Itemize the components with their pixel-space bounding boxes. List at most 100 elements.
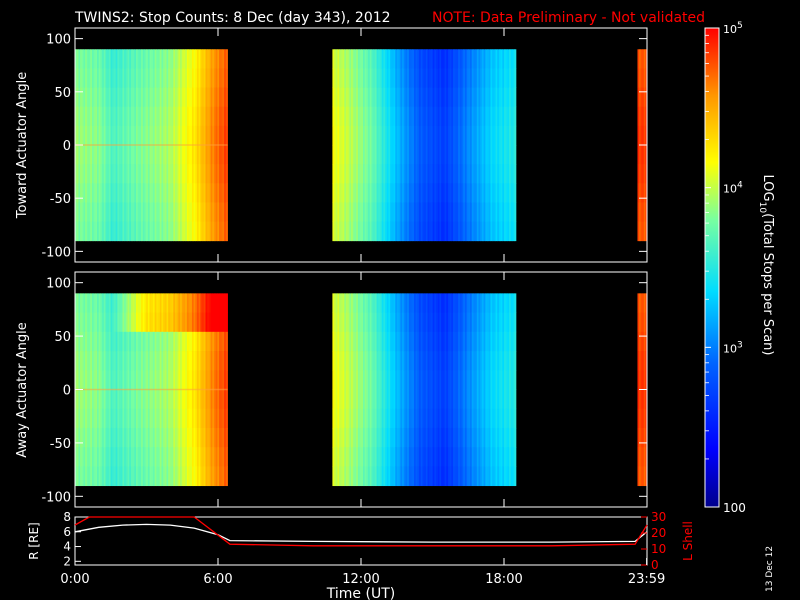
heatmap-cell [393,370,396,390]
heatmap-cell [220,351,223,371]
heatmap-cell [371,351,374,371]
heatmap-cell [413,466,417,487]
heatmap-cell [197,125,200,146]
heatmap-cell [505,408,508,429]
heatmap-cell [93,351,96,371]
heatmap-cell [493,164,496,184]
heatmap-cell [493,202,496,222]
heatmap-cell [379,293,383,313]
heatmap-cell [488,466,491,487]
heatmap-cell [458,427,461,448]
heatmap-cell [444,49,447,69]
heatmap-cell [93,331,96,352]
heatmap-cell [197,466,200,487]
heatmap-cell [334,370,337,390]
heatmap-cell [483,466,486,487]
heatmap-cell [459,389,462,410]
heatmap-cell [437,202,440,222]
heatmap-cell [473,312,476,333]
heatmap-cell [425,106,428,127]
heatmap-cell [417,183,420,203]
heatmap-cell [478,331,481,352]
heatmap-cell [468,293,471,313]
heatmap-cell [475,145,478,165]
heatmap-cell [225,427,228,448]
heatmap-cell [119,351,122,371]
heatmap-cell [185,49,188,69]
heatmap-cell [217,183,220,203]
heatmap-cell [405,370,408,390]
heatmap-cell [225,466,228,487]
heatmap-cell [480,370,483,390]
heatmap-cell [456,145,459,165]
heatmap-cell [449,293,452,313]
heatmap-cell [164,427,167,448]
heatmap-cell [105,68,108,88]
heatmap-cell [487,351,490,371]
heatmap-cell [391,312,394,333]
heatmap-cell [105,427,108,448]
heatmap-cell [198,202,201,222]
heatmap-cell [393,68,396,88]
heatmap-cell [471,447,474,467]
heatmap-cell [442,164,445,184]
heatmap-cell [483,427,486,448]
heatmap-cell [159,427,162,448]
heatmap-cell [122,183,125,203]
heatmap-cell [115,408,118,429]
heatmap-cell [398,183,401,203]
heatmap-cell [144,370,147,390]
heatmap-cell [362,370,366,390]
heatmap-cell [427,68,430,88]
heatmap-cell [376,312,379,333]
heatmap-cell [432,466,435,487]
heatmap-cell [97,164,100,184]
heatmap-cell [83,202,86,222]
heatmap-cell [110,49,113,69]
heatmap-cell [129,49,132,69]
heatmap-cell [419,389,422,410]
heatmap-cell [174,466,178,487]
heatmap-cell [400,183,403,203]
heatmap-cell [144,389,147,410]
heatmap-cell [207,447,210,467]
heatmap-cell [200,408,203,429]
heatmap-cell [383,125,386,146]
heatmap-cell [159,312,162,333]
heatmap-cell [91,125,95,146]
heatmap-cell [422,164,425,184]
heatmap-cell [475,427,478,448]
heatmap-cell [173,312,176,333]
heatmap-cell [366,164,369,184]
heatmap-cell [130,49,134,69]
heatmap-cell [134,389,137,410]
heatmap-cell [362,351,366,371]
heatmap-cell [147,68,150,88]
heatmap-cell [183,408,186,429]
heatmap-cell [427,427,430,448]
heatmap-cell [500,447,503,467]
heatmap-cell [217,221,220,242]
heatmap-cell [191,331,195,352]
heatmap-cell [371,202,374,222]
heatmap-cell [388,202,391,222]
heatmap-cell [427,145,430,165]
heatmap-cell [190,370,193,390]
heatmap-cell [142,87,145,108]
heatmap-cell [190,125,193,146]
heatmap-cell [90,293,93,313]
heatmap-cell [637,389,640,410]
heatmap-cell [407,202,410,222]
heatmap-cell [434,427,437,448]
heatmap-cell [393,49,396,69]
heatmap-cell [188,331,191,352]
heatmap-cell [217,351,220,371]
heatmap-cell [351,293,354,313]
heatmap-cell [181,202,184,222]
heatmap-cell [422,106,425,127]
heatmap-cell [222,49,225,69]
heatmap-cell [386,427,389,448]
heatmap-cell [163,183,166,203]
r-tick-label: 2 [63,554,71,568]
heatmap-cell [332,427,335,448]
